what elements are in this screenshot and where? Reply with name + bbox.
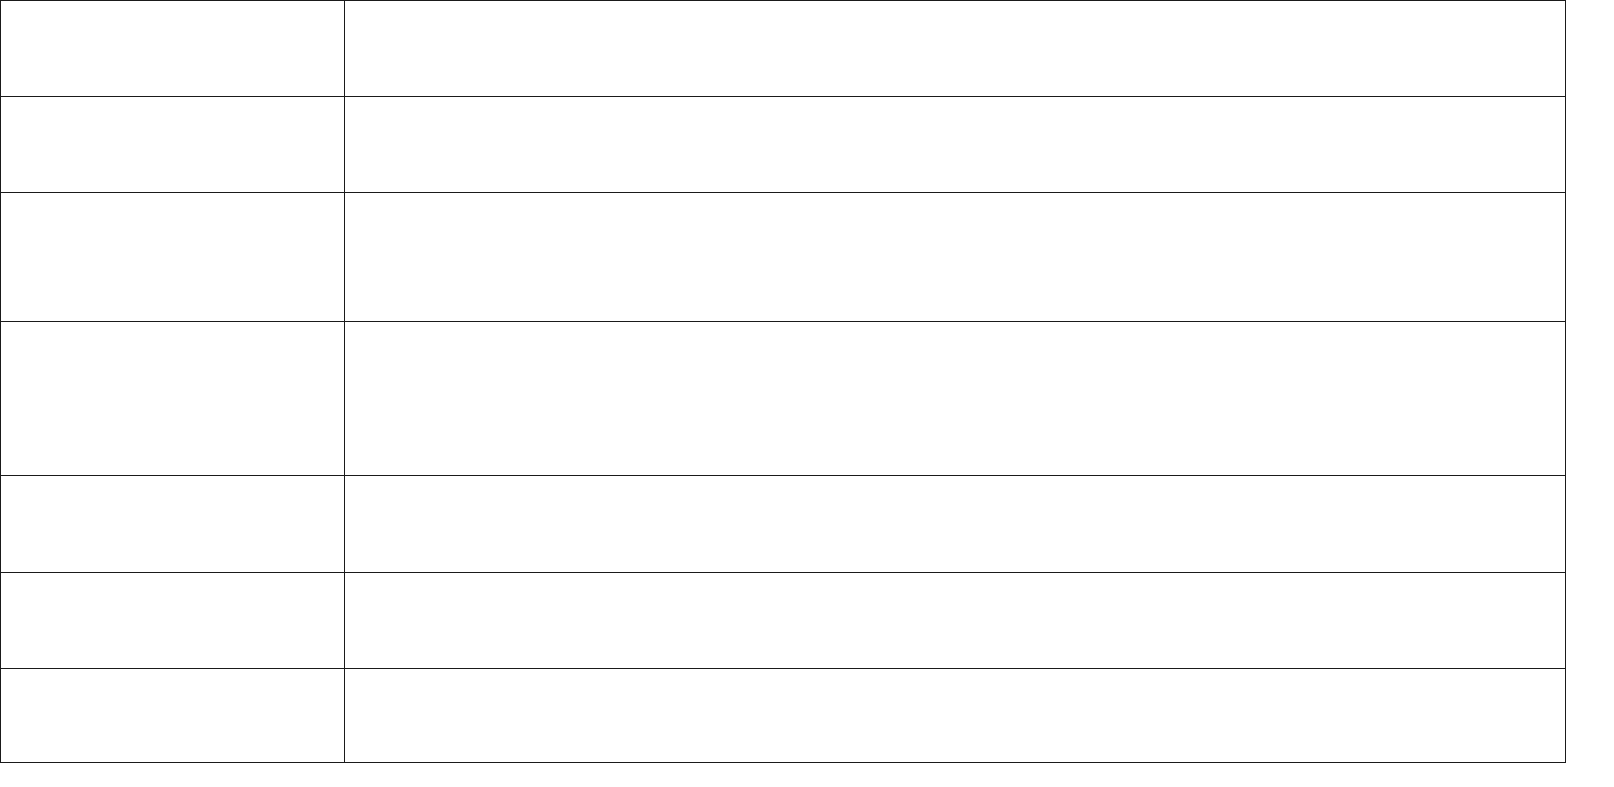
table-cell [0, 192, 345, 322]
table-cell [0, 321, 345, 476]
table-cell [344, 475, 1566, 573]
table-cell [344, 0, 1566, 97]
table-cell [344, 96, 1566, 193]
empty-table [0, 0, 1566, 763]
table-cell [344, 572, 1566, 669]
table-cell [344, 321, 1566, 476]
table-cell [0, 96, 345, 193]
table-cell [0, 0, 345, 97]
table-cell [0, 475, 345, 573]
table-cell [0, 668, 345, 763]
table-cell [0, 572, 345, 669]
table-cell [344, 668, 1566, 763]
table-cell [344, 192, 1566, 322]
